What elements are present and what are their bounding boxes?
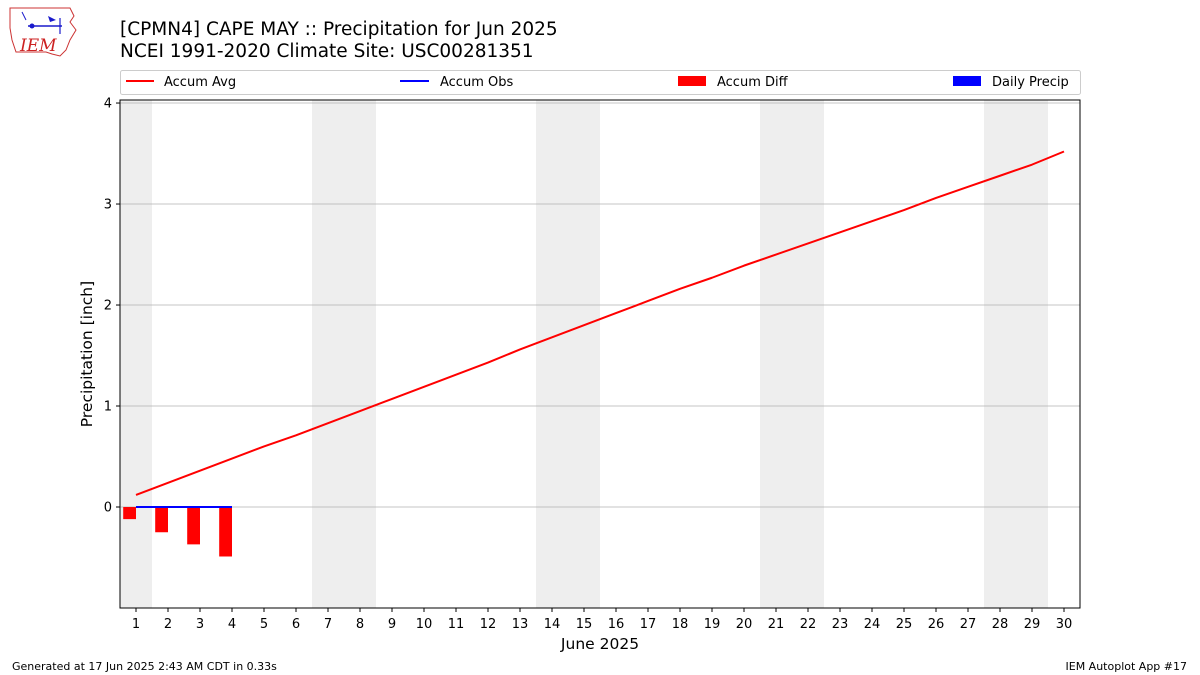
- legend-label-accum-diff: Accum Diff: [717, 75, 789, 90]
- x-tick-label-9: 9: [388, 617, 396, 632]
- x-tick-label-10: 10: [416, 617, 433, 632]
- x-tick-label-15: 15: [576, 617, 593, 632]
- x-tick-label-19: 19: [704, 617, 721, 632]
- x-tick-label-26: 26: [928, 617, 945, 632]
- weekend-shade-1: [120, 100, 152, 608]
- x-tick-label-25: 25: [896, 617, 913, 632]
- x-tick-label-24: 24: [864, 617, 881, 632]
- x-tick-label-5: 5: [260, 617, 268, 632]
- logo-text: IEM: [19, 36, 57, 56]
- accum-diff-bar-day-3: [187, 507, 200, 545]
- x-tick-label-23: 23: [832, 617, 849, 632]
- weekend-shade-15: [568, 100, 600, 608]
- x-tick-label-22: 22: [800, 617, 817, 632]
- legend: Accum Avg Accum Obs Accum Diff Daily Pre…: [120, 70, 1081, 95]
- legend-box: [120, 70, 1081, 95]
- footer-app: IEM Autoplot App #17: [1066, 660, 1188, 673]
- y-tick-label-1: 1: [104, 400, 112, 415]
- x-axis-ticks: 1 2 3 4 5 6 7 8 9 10 11 12 13 14 15 16 17 18 19 20 21 22 23 24 2…: [132, 608, 1072, 632]
- x-tick-label-2: 2: [164, 617, 172, 632]
- x-tick-label-21: 21: [768, 617, 785, 632]
- weekend-shade-29: [1016, 100, 1048, 608]
- x-tick-label-12: 12: [480, 617, 497, 632]
- x-tick-label-29: 29: [1024, 617, 1041, 632]
- y-tick-label-0: 0: [104, 501, 112, 516]
- weekend-shade-14: [536, 100, 568, 608]
- accum-diff-bar-day-2: [155, 507, 168, 533]
- accum-avg-line: [135, 150, 1065, 496]
- x-tick-label-7: 7: [324, 617, 332, 632]
- accum-diff-bar-day-4: [219, 507, 232, 557]
- weekend-shade-21: [760, 100, 792, 608]
- footer-generated: Generated at 17 Jun 2025 2:43 AM CDT in …: [12, 660, 277, 673]
- legend-swatch-accum-diff: [678, 76, 706, 86]
- weekend-shade-28: [984, 100, 1016, 608]
- y-tick-label-2: 2: [104, 299, 112, 314]
- chart-title: [CPMN4] CAPE MAY :: Precipitation for Ju…: [120, 19, 558, 40]
- x-tick-label-16: 16: [608, 617, 625, 632]
- x-tick-label-27: 27: [960, 617, 977, 632]
- iem-logo: IEM: [9, 7, 77, 57]
- y-tick-label-4: 4: [104, 97, 112, 112]
- weekend-shade-8: [344, 100, 376, 608]
- chart-subtitle: NCEI 1991-2020 Climate Site: USC00281351: [120, 41, 534, 62]
- y-tick-label-3: 3: [104, 198, 112, 213]
- weekend-shade-22: [792, 100, 824, 608]
- legend-label-daily-precip: Daily Precip: [992, 75, 1069, 90]
- x-tick-label-8: 8: [356, 617, 364, 632]
- x-axis-label: June 2025: [560, 635, 639, 653]
- plot-frame: [119, 99, 1081, 609]
- x-tick-label-6: 6: [292, 617, 300, 632]
- accum-diff-bars: [123, 507, 232, 557]
- x-tick-label-14: 14: [544, 617, 561, 632]
- x-tick-label-3: 3: [196, 617, 204, 632]
- x-tick-label-20: 20: [736, 617, 753, 632]
- weekend-shading: [120, 100, 1048, 608]
- legend-label-accum-avg: Accum Avg: [164, 75, 236, 90]
- x-tick-label-28: 28: [992, 617, 1009, 632]
- x-tick-label-18: 18: [672, 617, 689, 632]
- accum-diff-bar-day-1: [123, 507, 136, 520]
- y-axis-label: Precipitation [inch]: [78, 281, 96, 427]
- x-tick-label-4: 4: [228, 617, 236, 632]
- x-tick-label-13: 13: [512, 617, 529, 632]
- legend-swatch-daily-precip: [953, 76, 981, 86]
- x-tick-label-17: 17: [640, 617, 657, 632]
- weekend-shade-7: [312, 100, 344, 608]
- x-tick-label-1: 1: [132, 617, 140, 632]
- x-tick-label-11: 11: [448, 617, 465, 632]
- y-axis-ticks: 0 1 2 3 4: [104, 97, 120, 516]
- legend-label-accum-obs: Accum Obs: [440, 75, 513, 90]
- series-lines: [135, 150, 1065, 509]
- x-tick-label-30: 30: [1056, 617, 1073, 632]
